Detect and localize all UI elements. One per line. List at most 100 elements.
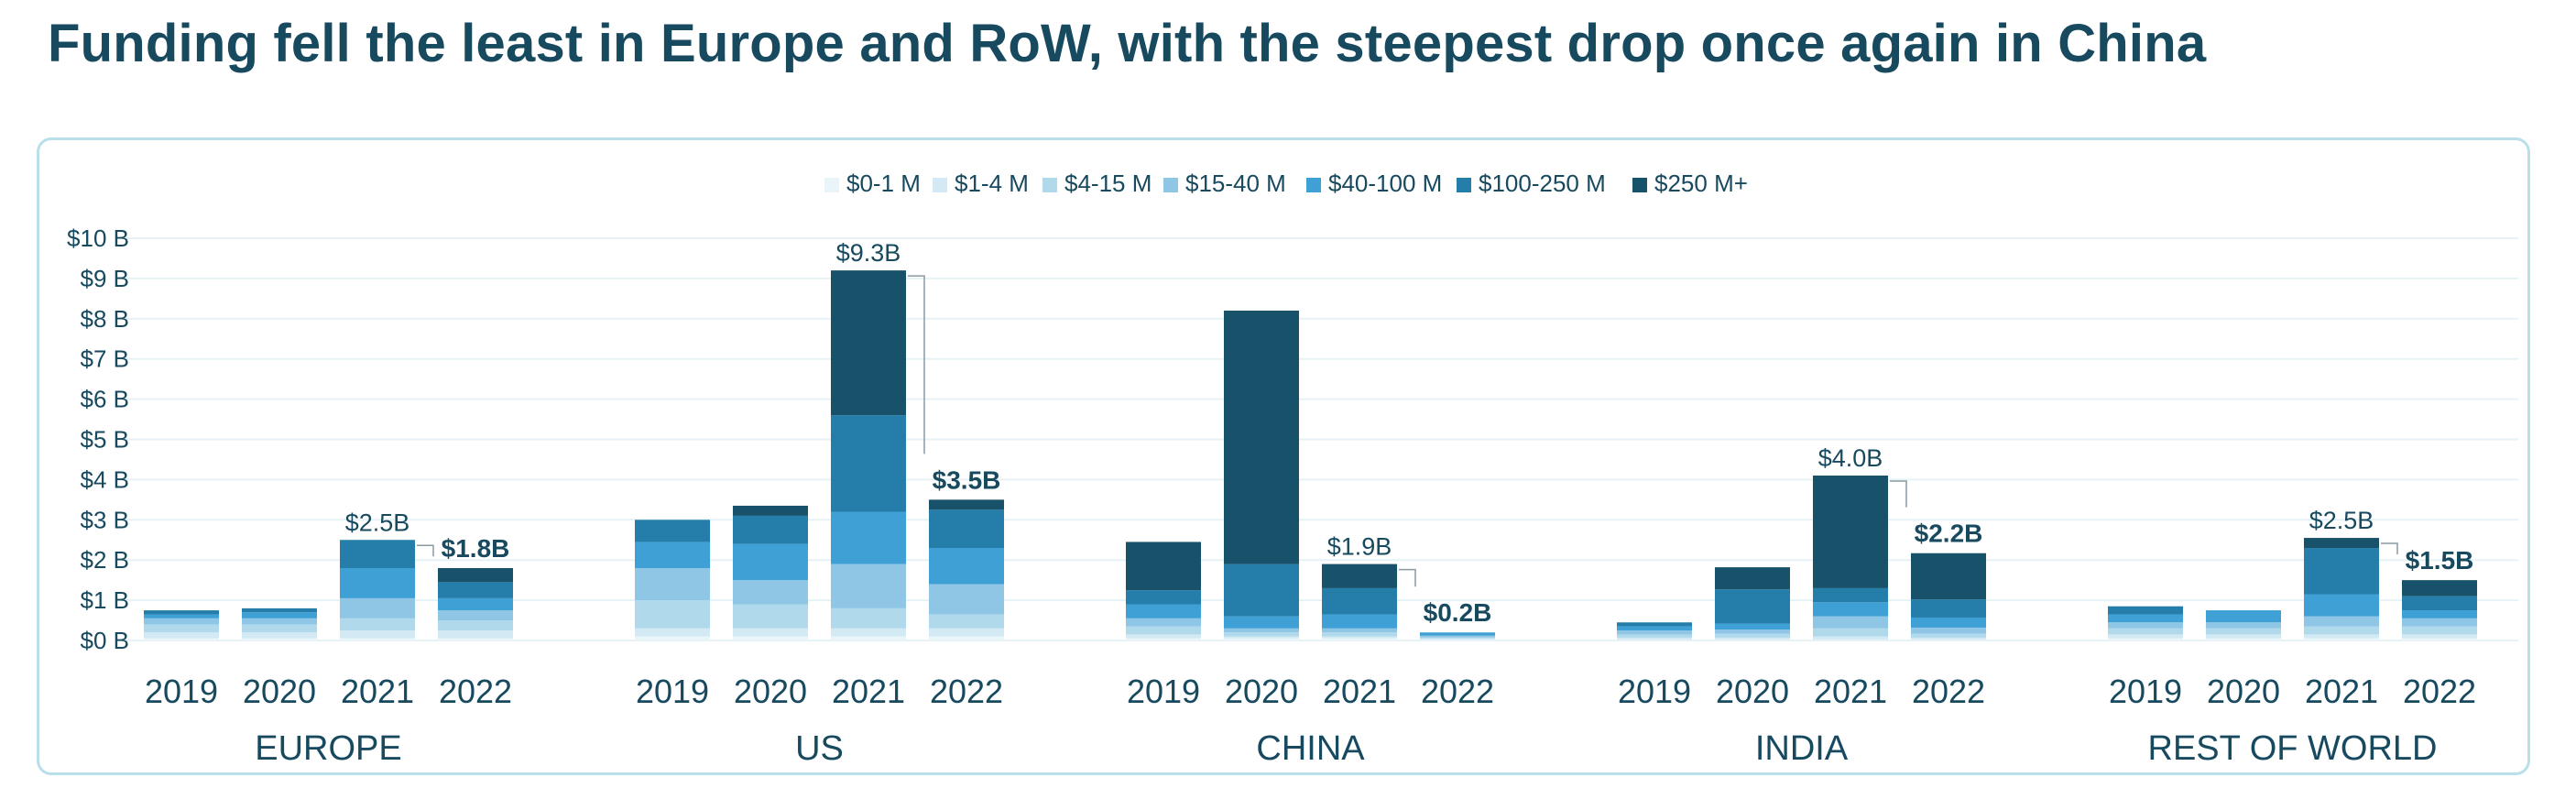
bar-segment <box>1420 632 1495 636</box>
bar-segment <box>242 618 317 625</box>
legend-swatch <box>1306 178 1321 192</box>
legend-swatch <box>933 178 947 192</box>
bar-segment <box>733 604 808 629</box>
x-tick-label: 2020 <box>2207 673 2280 710</box>
legend-swatch <box>1163 178 1178 192</box>
x-tick-label: 2022 <box>1912 673 1985 710</box>
bar-segment <box>831 607 906 629</box>
bar-segment <box>242 632 317 639</box>
legend-label: $1-4 M <box>955 170 1029 197</box>
bar-segment <box>340 638 415 640</box>
legend-swatch <box>1042 178 1057 192</box>
bar-segment <box>1224 616 1299 629</box>
bar-segment <box>929 614 1004 629</box>
data-label: $9.3B <box>836 239 901 267</box>
bar-segment <box>144 618 219 625</box>
x-tick-label: 2020 <box>1716 673 1789 710</box>
bar-segment <box>340 618 415 631</box>
x-tick-label: 2020 <box>1225 673 1298 710</box>
bar-segment <box>733 505 808 516</box>
change-connector <box>417 544 434 557</box>
bar-segment <box>144 624 219 633</box>
bar-segment <box>929 636 1004 640</box>
bar-segment <box>2108 638 2183 640</box>
bar-segment <box>1617 630 1692 635</box>
bar-segment <box>2304 538 2379 549</box>
bar-segment <box>1224 632 1299 637</box>
bar-segment <box>1322 564 1397 588</box>
change-connector <box>1890 480 1907 508</box>
legend-label: $250 M+ <box>1654 170 1748 197</box>
bar-segment <box>2206 638 2281 640</box>
bar-segment <box>2402 618 2477 627</box>
bar-segment <box>2402 596 2477 611</box>
bar-segment <box>1911 637 1986 640</box>
chart-panel: $0 B $1 B $2 B $3 B $4 B $5 B $6 B $7 B $8 B $9 B… <box>37 137 2530 775</box>
bar-segment <box>2304 548 2379 595</box>
bar-segment <box>340 540 415 568</box>
legend-swatch <box>1457 178 1471 192</box>
bar-segment <box>1224 636 1299 639</box>
bar-segment <box>1126 590 1201 605</box>
x-tick-label: 2019 <box>636 673 709 710</box>
bar-segment <box>438 630 513 639</box>
bar-segment <box>144 632 219 639</box>
data-label: $2.5B <box>345 509 410 536</box>
bar-segment <box>1224 311 1299 564</box>
change-connector <box>908 275 925 454</box>
bar-segment <box>1126 626 1201 635</box>
bar-segment <box>1126 634 1201 639</box>
bar-segment <box>635 628 710 637</box>
legend-label: $0-1 M <box>846 170 921 197</box>
bar-segment <box>2402 610 2477 618</box>
data-label: $3.5B <box>933 465 1001 494</box>
change-connector <box>1399 568 1416 587</box>
y-tick-label: $6 B <box>81 386 130 413</box>
bar-segment <box>1420 638 1495 640</box>
bar-segment <box>242 607 317 613</box>
bar-segment <box>2304 634 2379 639</box>
bar-segment <box>831 564 906 608</box>
bar-segment <box>242 612 317 618</box>
data-label: $1.5B <box>2406 546 2474 575</box>
bar-segment <box>635 520 710 542</box>
bar-segment <box>1126 542 1201 591</box>
bar-segment <box>1126 604 1201 618</box>
bar-segment <box>733 515 808 544</box>
bar-segment <box>733 636 808 640</box>
bar-segment <box>1322 628 1397 633</box>
x-tick-label: 2021 <box>2305 673 2378 710</box>
bar-segment <box>2206 610 2281 623</box>
bar-segment <box>831 636 906 640</box>
bar-segment <box>2206 622 2281 629</box>
legend-swatch <box>1632 178 1647 192</box>
x-tick-label: 2021 <box>832 673 905 710</box>
x-tick-label: 2019 <box>1127 673 1200 710</box>
y-tick-label: $1 B <box>81 586 130 614</box>
bar-segment <box>1813 636 1888 640</box>
data-label: $2.5B <box>2309 507 2374 534</box>
data-label: $4.0B <box>1818 444 1883 472</box>
bar-segment <box>2304 616 2379 627</box>
x-tick-label: 2019 <box>1618 673 1691 710</box>
legend-label: $100-250 M <box>1479 170 1606 197</box>
bar-segment <box>1617 626 1692 631</box>
bar-segment <box>831 270 906 416</box>
bar-segment <box>1911 553 1986 600</box>
x-tick-label: 2022 <box>439 673 512 710</box>
legend-label: $40-100 M <box>1328 170 1442 197</box>
y-tick-label: $10 B <box>67 224 129 252</box>
x-tick-label: 2020 <box>734 673 807 710</box>
bar-segment <box>1715 567 1790 590</box>
bar-segment <box>2402 634 2477 639</box>
page-title: Funding fell the least in Europe and RoW… <box>48 14 2207 73</box>
bar-segment <box>831 415 906 512</box>
bar-segment <box>733 543 808 581</box>
bar-segment <box>438 610 513 621</box>
bar-segment <box>1322 632 1397 637</box>
bar-segment <box>1911 599 1986 618</box>
bar-segment <box>2108 606 2183 615</box>
bar-segment <box>1715 589 1790 624</box>
bar-segment <box>438 567 513 583</box>
bar-segment <box>1911 617 1986 628</box>
